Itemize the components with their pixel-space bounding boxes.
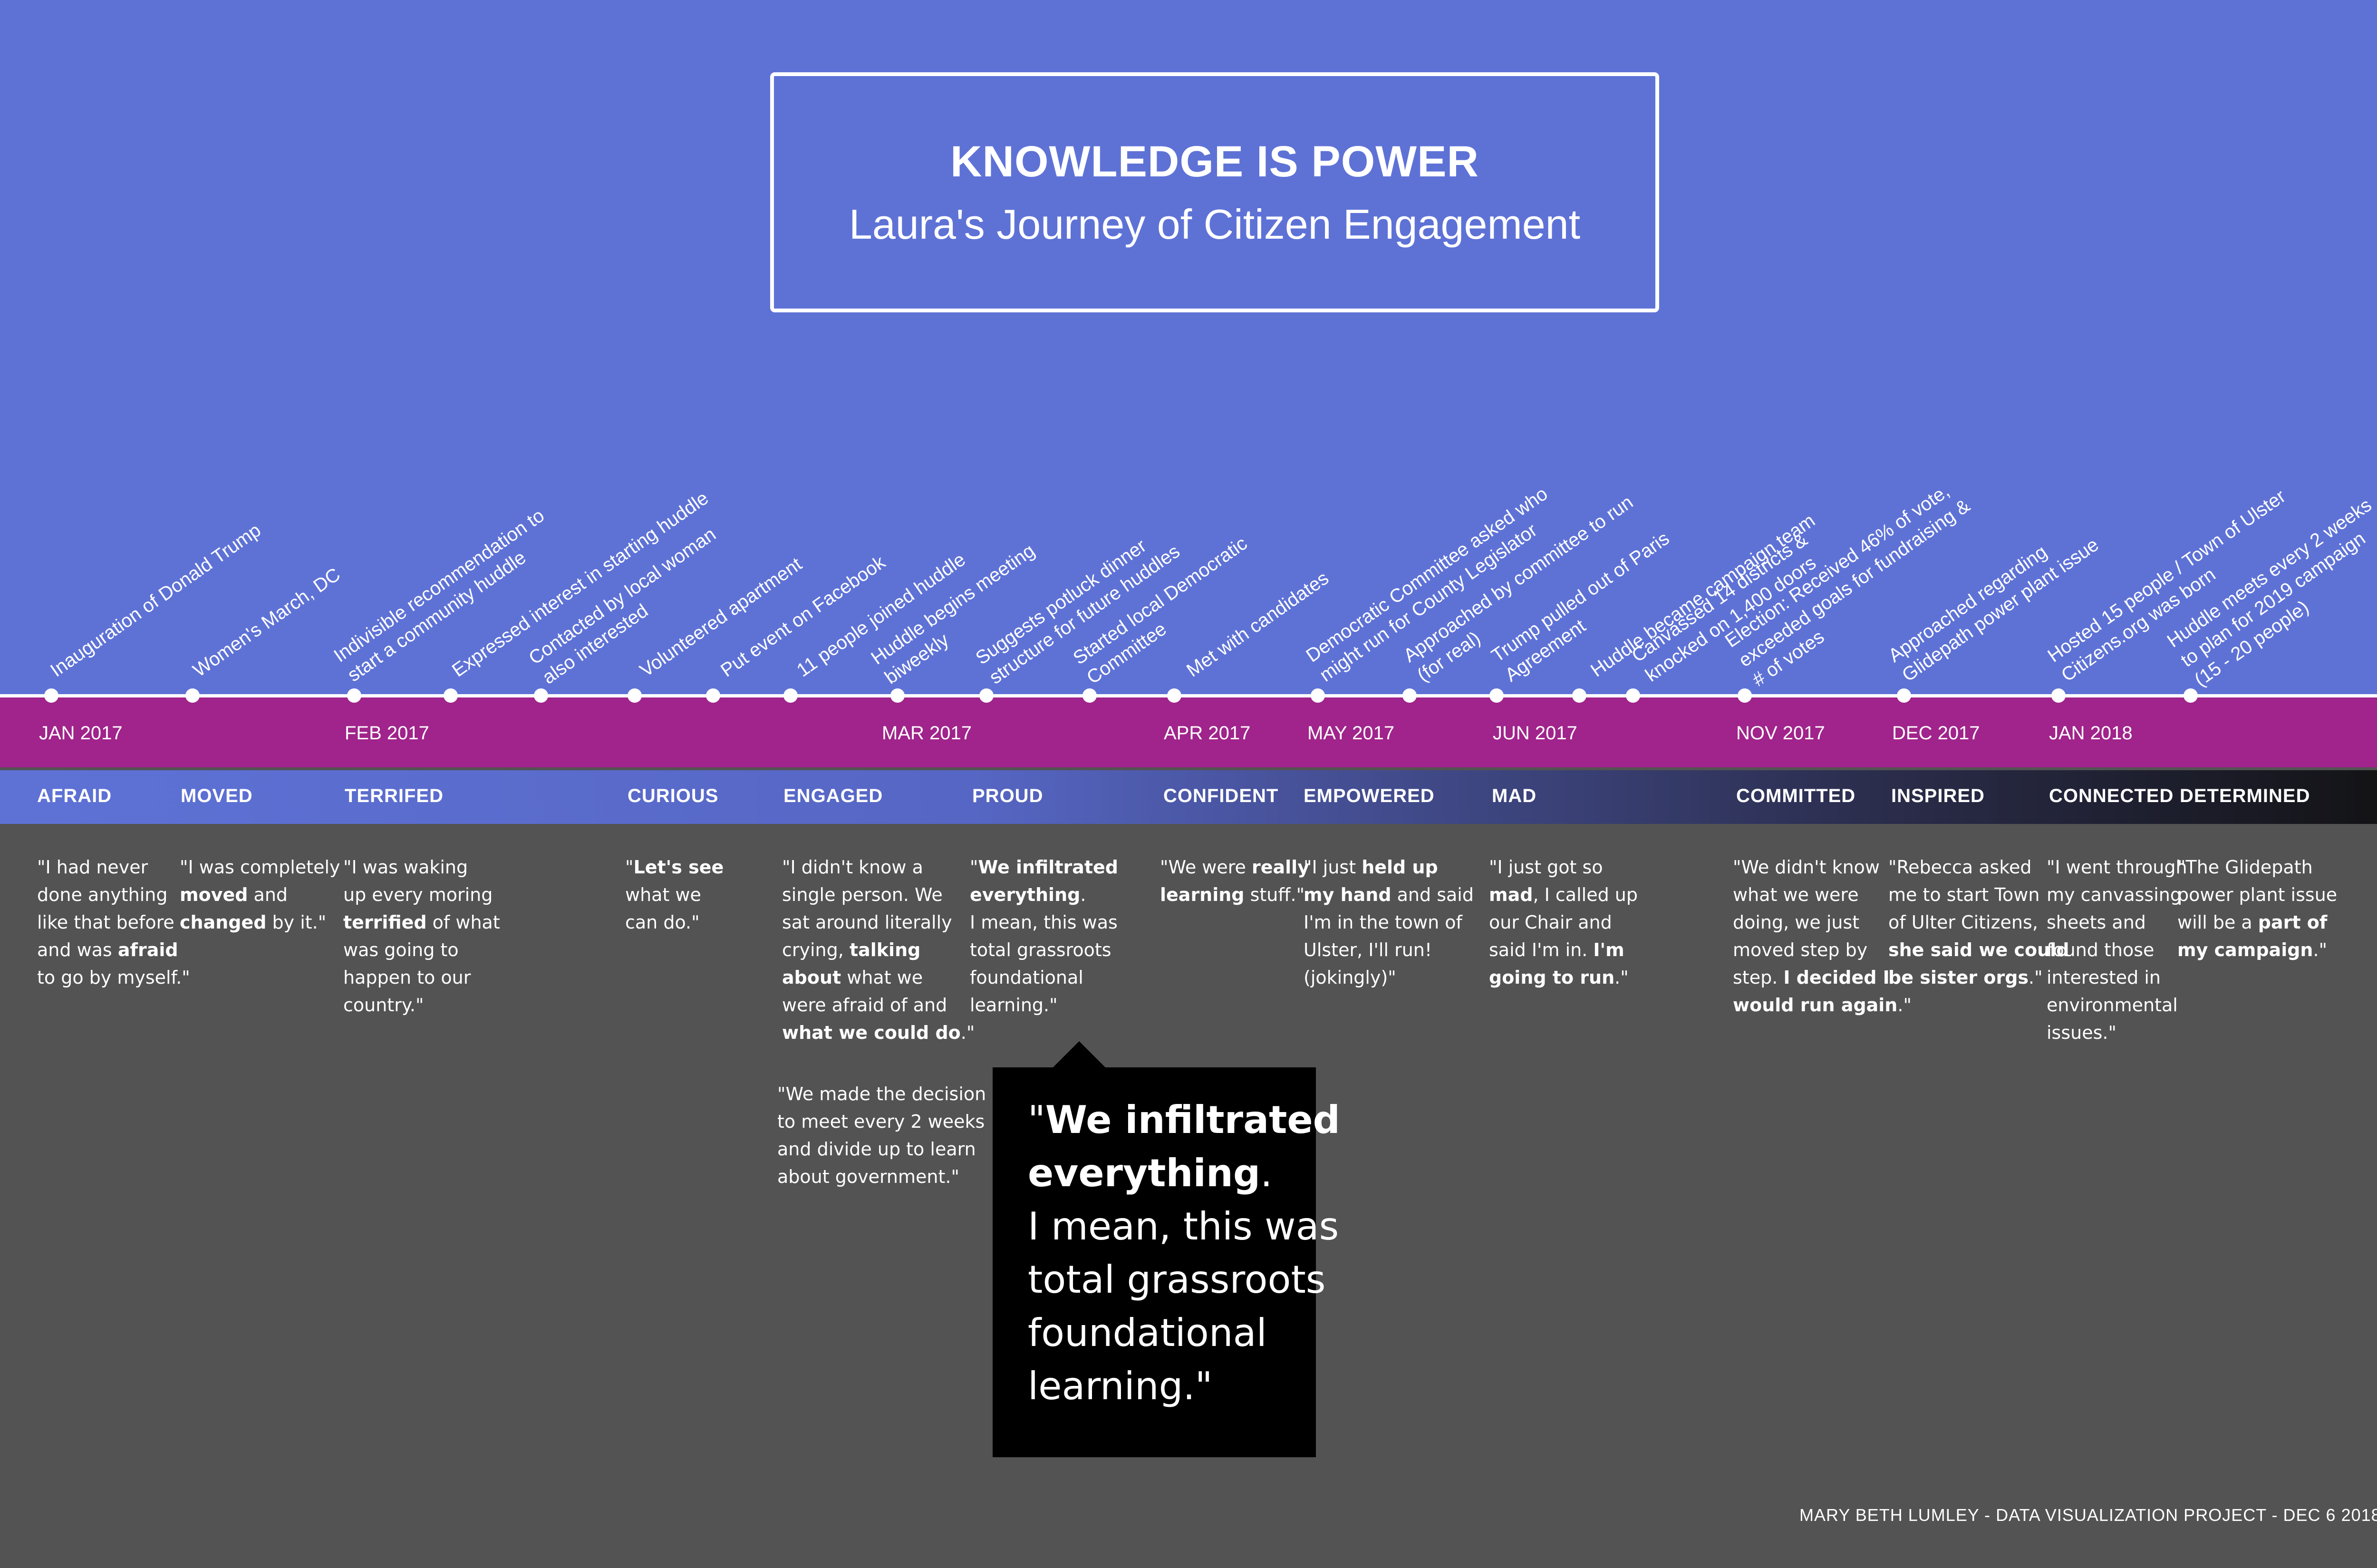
emotion-label: CURIOUS [628,785,719,806]
page-title: KNOWLEDGE IS POWER [950,137,1479,186]
event-dot [1082,688,1097,703]
callout-pointer [1052,1041,1107,1069]
quote: "I didn't know a single person. We sat a… [782,857,975,1043]
event-dot [628,688,642,703]
event-dot [890,688,905,703]
event-dot [979,688,994,703]
month-label: JAN 2018 [2049,723,2133,744]
quote: "Rebecca asked me to start Town of Ulter… [1888,857,2069,988]
event-dot [1402,688,1417,703]
event-dot [1572,688,1586,703]
emotion-label: AFRAID [37,785,112,806]
month-label: DEC 2017 [1892,723,1980,744]
event-dot [1167,688,1181,703]
quote: "We infiltrated everything. I mean, this… [970,857,1119,1016]
event-dot [706,688,720,703]
event-dot [1311,688,1325,703]
quote: "The Glidepath power plant issue will be… [2177,857,2338,960]
timeline-axis [0,694,2377,697]
month-label: APR 2017 [1164,723,1251,744]
month-label: NOV 2017 [1736,723,1825,744]
quote: "Let's see what we can do." [625,857,724,933]
month-label: JAN 2017 [39,723,123,744]
event-dot [1489,688,1504,703]
emotion-label: EMPOWERED [1304,785,1435,806]
event-dot [1738,688,1752,703]
emotion-label: COMMITTED [1736,785,1856,806]
emotion-label: CONFIDENT [1163,785,1279,806]
month-label: MAR 2017 [882,723,972,744]
emotion-band [0,770,2377,824]
event-dot [783,688,798,703]
month-label: MAY 2017 [1307,723,1395,744]
quote: "I just got so mad, I called up our Chai… [1489,857,1638,988]
quote: "We didn't know what we were doing, we j… [1733,857,1912,1016]
quote: "We were really learning stuff." [1160,857,1309,905]
month-band [0,697,2377,767]
event-dot [185,688,200,703]
quote: "I just held up my hand and said I'm in … [1304,857,1474,988]
event-dot [44,688,58,703]
event-dot [2184,688,2198,703]
emotion-label: TERRIFED [345,785,444,806]
footer-credit: MARY BETH LUMLEY - DATA VISUALIZATION PR… [1799,1505,2377,1525]
quote: "We made the decision to meet every 2 we… [777,1084,986,1187]
emotion-label: PROUD [972,785,1044,806]
quote: "I was waking up every moring terrified … [343,857,500,1016]
quote: "I went through my canvassing sheets and… [2047,857,2187,1043]
emotion-label: MAD [1492,785,1537,806]
emotion-label: INSPIRED [1891,785,1985,806]
quote: "I had never done anything like that bef… [37,857,190,988]
emotion-label: MOVED [181,785,253,806]
emotion-label: CONNECTED [2049,785,2174,806]
event-dot [1626,688,1640,703]
event-dot [444,688,458,703]
page-subtitle: Laura's Journey of Citizen Engagement [849,201,1581,248]
month-label: FEB 2017 [345,723,429,744]
event-dot [2051,688,2066,703]
emotion-label: DETERMINED [2180,785,2310,806]
highlight-callout [993,1067,1316,1457]
quote: "I was completely moved and changed by i… [180,857,340,933]
month-label: JUN 2017 [1493,723,1577,744]
event-dot [534,688,548,703]
event-dot [1897,688,1911,703]
callout-quote: "We infiltrated everything. I mean, this… [1028,1098,1340,1408]
emotion-label: ENGAGED [783,785,883,806]
title-box: KNOWLEDGE IS POWER Laura's Journey of Ci… [770,72,1659,312]
event-dot [347,688,361,703]
header-background [0,0,2377,695]
